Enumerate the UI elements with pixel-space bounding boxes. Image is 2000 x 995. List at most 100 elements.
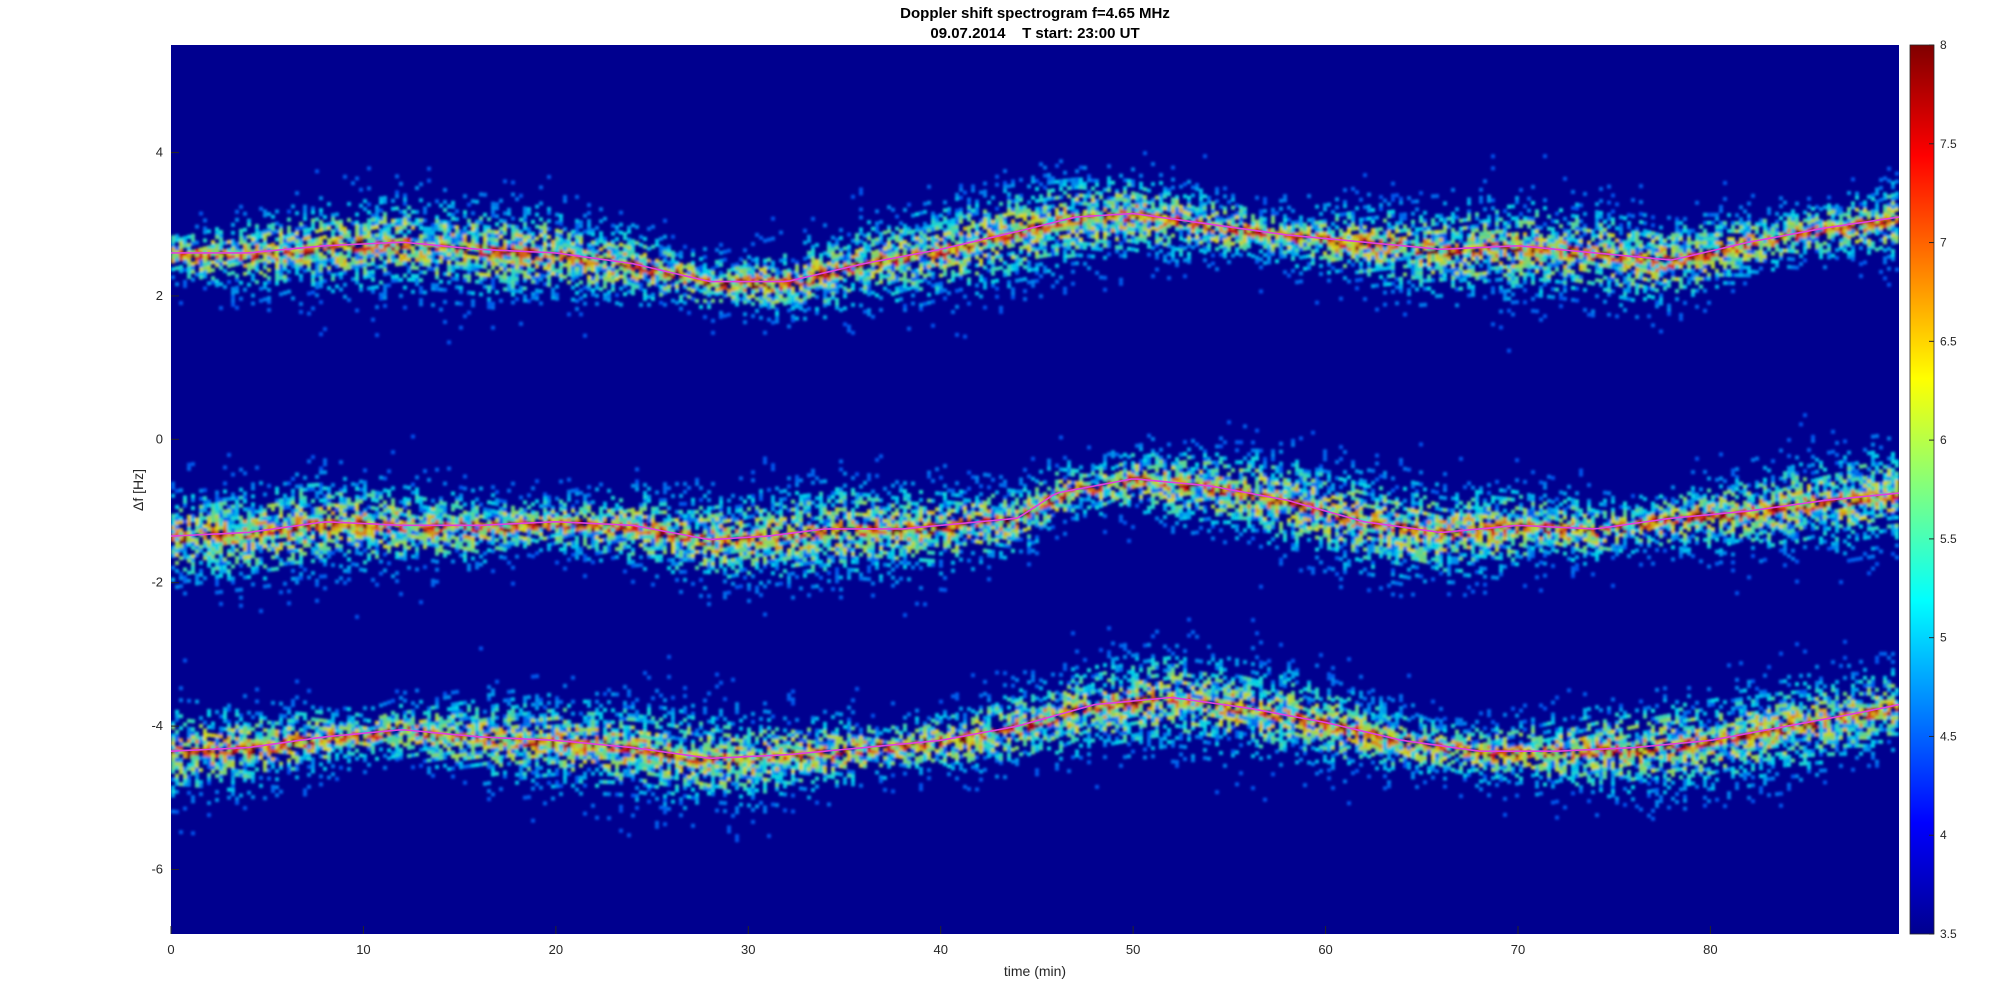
spectrogram-cell xyxy=(543,246,547,251)
spectrogram-cell xyxy=(1523,272,1527,277)
spectrogram-cell xyxy=(919,231,923,236)
spectrogram-cell xyxy=(559,257,563,262)
spectrogram-cell xyxy=(1491,250,1495,255)
spectrogram-cell xyxy=(523,222,527,227)
spectrogram-cell xyxy=(399,237,403,242)
spectrogram-cell xyxy=(1263,216,1267,221)
spectrogram-cell xyxy=(567,264,571,269)
spectrogram-cell xyxy=(1295,248,1299,253)
spectrogram-cell xyxy=(903,255,907,260)
spectrogram-cell xyxy=(1211,205,1215,210)
spectrogram-cell xyxy=(323,247,327,252)
spectrogram-cell xyxy=(975,235,979,240)
spectrogram-cell xyxy=(903,207,907,212)
spectrogram-cell xyxy=(1367,268,1371,273)
spectrogram-cell xyxy=(1599,214,1603,219)
spectrogram-cell xyxy=(1091,218,1095,223)
spectrogram-cell xyxy=(1491,242,1495,247)
spectrogram-cell xyxy=(571,297,575,302)
spectrogram-cell xyxy=(975,283,979,288)
spectrogram-cell xyxy=(991,255,995,260)
spectrogram-cell xyxy=(915,228,919,233)
spectrogram-cell xyxy=(899,257,903,262)
spectrogram-cell xyxy=(1335,253,1339,258)
spectrogram-cell xyxy=(1279,226,1283,231)
spectrogram-cell xyxy=(1103,199,1107,204)
spectrogram-cell xyxy=(1547,254,1551,259)
spectrogram-cell xyxy=(1015,206,1019,211)
spectrogram-cell xyxy=(983,225,987,230)
spectrogram-cell xyxy=(1487,198,1491,203)
spectrogram-cell xyxy=(1471,228,1475,233)
spectrogram-cell xyxy=(1215,235,1219,240)
spectrogram-cell xyxy=(523,250,527,255)
spectrogram-cell xyxy=(343,230,347,235)
spectrogram-cell xyxy=(1447,248,1451,253)
spectrogram-cell xyxy=(267,308,271,313)
spectrogram-cell xyxy=(375,265,379,270)
spectrogram-cell xyxy=(495,262,499,267)
spectrogram-cell xyxy=(1455,251,1459,256)
spectrogram-cell xyxy=(735,290,739,295)
spectrogram-cell xyxy=(175,266,179,271)
spectrogram-cell xyxy=(543,262,547,267)
spectrogram-cell xyxy=(759,299,763,304)
spectrogram-cell xyxy=(1343,264,1347,269)
spectrogram-cell xyxy=(1091,186,1095,191)
spectrogram-cell xyxy=(635,272,639,277)
spectrogram-cell xyxy=(1299,247,1303,252)
spectrogram-cell xyxy=(599,219,603,224)
spectrogram-cell xyxy=(555,236,559,241)
spectrogram-cell xyxy=(1147,220,1151,225)
spectrogram-cell xyxy=(503,287,507,292)
spectrogram-cell xyxy=(719,298,723,303)
spectrogram-cell xyxy=(515,281,519,286)
spectrogram-cell xyxy=(1439,229,1443,234)
spectrogram-cell xyxy=(547,234,551,239)
spectrogram-cell xyxy=(663,258,667,263)
spectrogram-cell xyxy=(803,268,807,273)
spectrogram-cell xyxy=(951,257,955,262)
spectrogram-cell xyxy=(1507,308,1511,313)
spectrogram-cell xyxy=(531,239,535,244)
spectrogram-cell xyxy=(1051,252,1055,257)
spectrogram-cell xyxy=(771,296,775,301)
spectrogram-cell xyxy=(827,273,831,278)
spectrogram-cell xyxy=(1015,258,1019,263)
spectrogram-cell xyxy=(987,268,991,273)
spectrogram-cell xyxy=(551,267,555,272)
spectrogram-cell xyxy=(1199,188,1203,193)
spectrogram-cell xyxy=(1527,208,1531,213)
spectrogram-cell xyxy=(1383,218,1387,223)
spectrogram-cell xyxy=(363,223,367,228)
spectrogram-cell xyxy=(487,245,491,250)
spectrogram-cell xyxy=(1207,243,1211,248)
spectrogram-cell xyxy=(763,274,767,279)
spectrogram-cell xyxy=(1039,198,1043,203)
spectrogram-cell xyxy=(1495,213,1499,218)
spectrogram-cell xyxy=(1099,219,1103,224)
spectrogram-cell xyxy=(767,289,771,294)
spectrogram-cell xyxy=(523,226,527,231)
spectrogram-cell xyxy=(207,261,211,266)
spectrogram-cell xyxy=(1511,256,1515,261)
spectrogram-cell xyxy=(895,238,899,243)
spectrogram-cell xyxy=(903,287,907,292)
spectrogram-cell xyxy=(555,212,559,217)
spectrogram-cell xyxy=(383,287,387,292)
spectrogram-cell xyxy=(371,257,375,262)
spectrogram-cell xyxy=(1499,325,1503,330)
spectrogram-cell xyxy=(651,292,655,297)
spectrogram-cell xyxy=(559,273,563,278)
spectrogram-cell xyxy=(895,298,899,303)
spectrogram-cell xyxy=(1551,239,1555,244)
spectrogram-cell xyxy=(1443,269,1447,274)
spectrogram-cell xyxy=(1167,276,1171,281)
spectrogram-cell xyxy=(631,251,635,256)
spectrogram-cell xyxy=(263,237,267,242)
spectrogram-cell xyxy=(779,270,783,275)
spectrogram-cell xyxy=(1375,231,1379,236)
spectrogram-cell xyxy=(1355,242,1359,247)
spectrogram-cell xyxy=(1627,285,1631,290)
spectrogram-cell xyxy=(843,306,847,311)
